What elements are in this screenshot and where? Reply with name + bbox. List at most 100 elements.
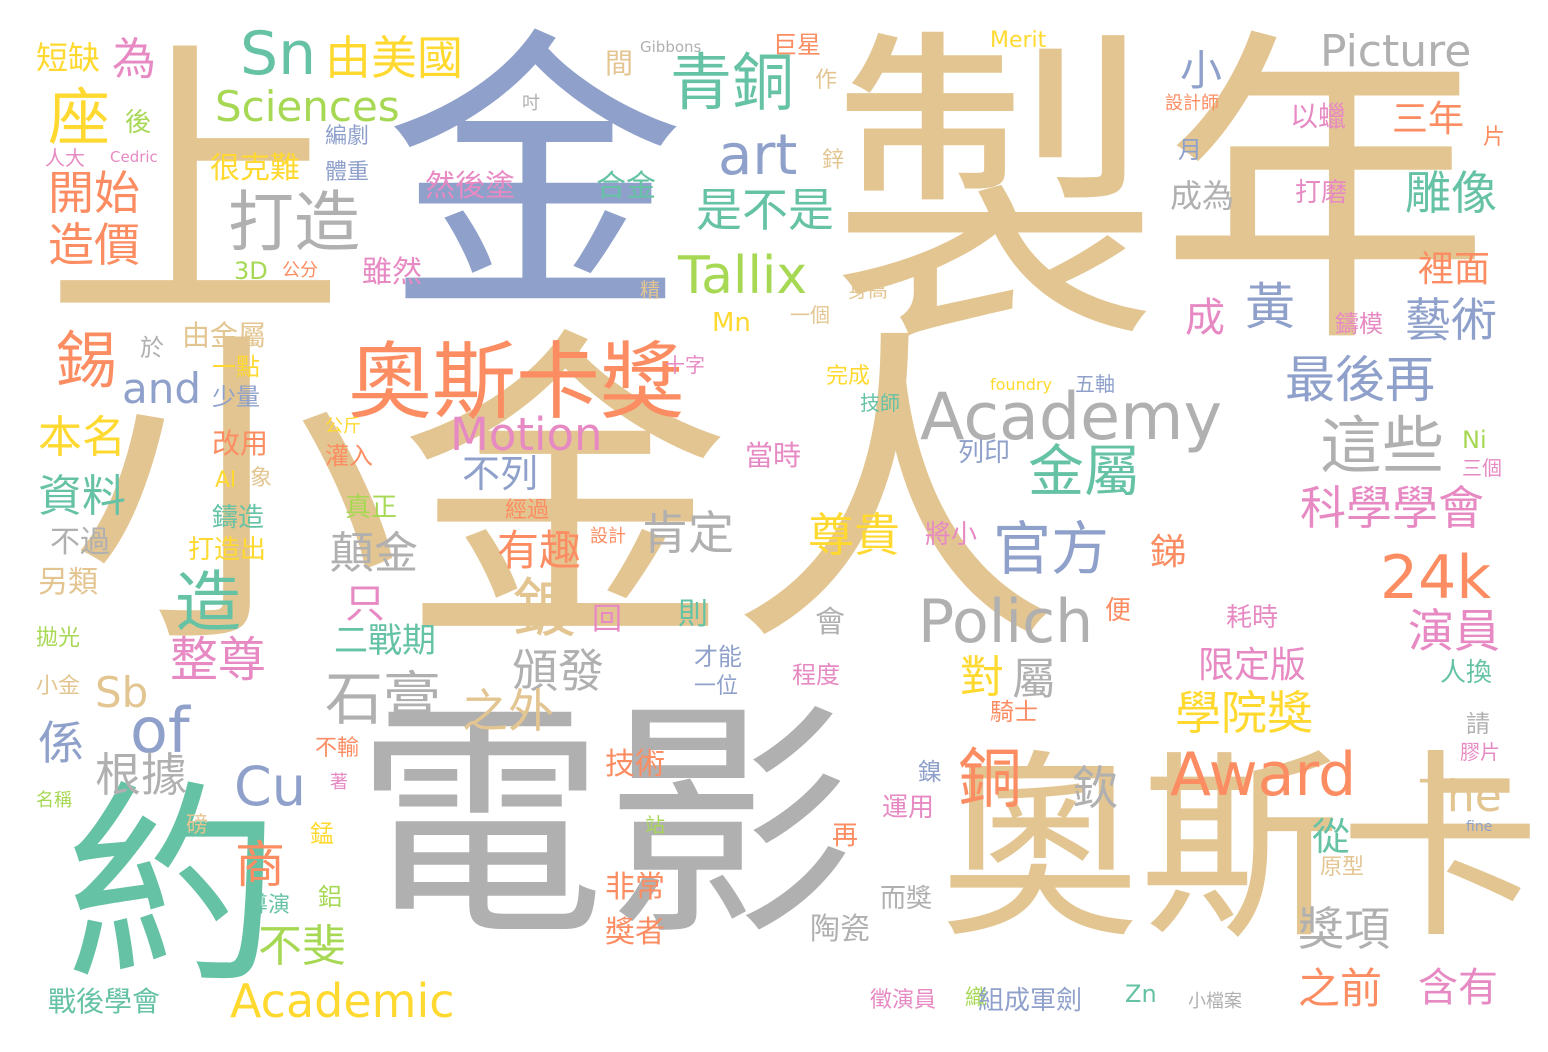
cloud-word: 三個	[1462, 456, 1502, 480]
cloud-word: 欽	[1072, 761, 1118, 815]
cloud-word: 只	[345, 581, 385, 627]
cloud-word: 完成	[826, 364, 871, 389]
cloud-word: 請	[1466, 710, 1490, 738]
cloud-word: 一點	[212, 353, 260, 381]
cloud-word: 短缺	[36, 39, 101, 77]
cloud-word: Cedric	[110, 148, 158, 166]
cloud-word: 少量	[212, 383, 260, 411]
cloud-word: 十字	[665, 353, 705, 377]
cloud-word: 巨星	[773, 31, 821, 59]
cloud-word: 雖然	[362, 255, 422, 290]
cloud-word: 磅	[186, 813, 209, 838]
cloud-word: foundry	[990, 375, 1052, 394]
cloud-word: 上	[45, 15, 345, 364]
cloud-word: 不斐	[258, 921, 346, 972]
cloud-word: 織	[965, 986, 988, 1011]
cloud-word: Academy	[920, 380, 1222, 455]
cloud-word: 金	[385, 5, 685, 354]
cloud-word: 片	[1483, 125, 1506, 150]
cloud-word: 組成軍劍	[978, 986, 1083, 1016]
cloud-word: Award	[1170, 740, 1357, 810]
cloud-word: 於	[140, 334, 164, 362]
cloud-word: 製年	[830, 3, 1490, 387]
cloud-word: 錫	[55, 324, 118, 397]
cloud-word: Tallix	[678, 246, 808, 306]
cloud-word: art	[718, 123, 798, 188]
cloud-word: 小金	[36, 674, 81, 699]
cloud-word: 不輸	[315, 736, 360, 761]
cloud-word: 另類	[38, 565, 98, 600]
cloud-word: 奧斯卡獎	[348, 333, 685, 431]
cloud-word: 運用	[882, 793, 935, 823]
cloud-word: 含有	[1418, 965, 1498, 1011]
cloud-word: 鍍	[512, 573, 576, 647]
cloud-word: 三年	[1392, 99, 1465, 140]
cloud-word: 導演	[246, 893, 291, 918]
cloud-word: 這些	[1320, 409, 1445, 482]
cloud-word: 設計師	[1165, 93, 1219, 114]
cloud-word: 小金人	[70, 303, 1060, 687]
cloud-word: 鑄造	[212, 503, 265, 533]
cloud-word: 將小	[925, 520, 978, 550]
cloud-word: 編劇	[325, 124, 370, 149]
cloud-word: 成	[1185, 295, 1225, 341]
cloud-word: Polich	[918, 587, 1094, 657]
cloud-word: 從	[1312, 815, 1351, 859]
cloud-word: 鎳	[918, 758, 942, 786]
cloud-word: 再	[832, 821, 859, 851]
cloud-word: 膠片	[1460, 740, 1500, 764]
cloud-word: 約	[65, 762, 280, 1013]
cloud-word: Cu	[234, 755, 306, 818]
cloud-word: 月	[1178, 136, 1202, 164]
cloud-word: 徵演員	[870, 988, 937, 1013]
cloud-word: 則	[678, 597, 708, 632]
cloud-word: 而獎	[880, 884, 933, 914]
cloud-word: 對	[960, 652, 1004, 703]
cloud-word: 是不是	[696, 183, 834, 237]
cloud-word: 係	[38, 716, 84, 770]
cloud-word: and	[122, 364, 202, 413]
cloud-word: 銅	[958, 743, 1022, 817]
cloud-word: 不過	[50, 525, 110, 560]
cloud-word: 尊貴	[808, 508, 900, 562]
cloud-word: 小檔案	[1188, 991, 1242, 1012]
cloud-word: 之外	[462, 684, 554, 738]
cloud-word: 非常	[605, 870, 665, 905]
cloud-word: The	[1420, 771, 1502, 822]
cloud-word: 24k	[1380, 543, 1492, 613]
cloud-word: 後	[125, 108, 152, 138]
cloud-word: 造價	[48, 218, 140, 272]
cloud-word: 雕像	[1405, 166, 1497, 220]
cloud-word: 陶瓷	[810, 912, 870, 947]
cloud-word: 鑄模	[1335, 310, 1383, 338]
cloud-word: 設計	[590, 526, 626, 547]
cloud-word: 資料	[38, 471, 126, 522]
cloud-word: 打造	[228, 184, 360, 261]
cloud-word: 肯定	[642, 506, 734, 560]
cloud-word: 為	[112, 34, 156, 85]
cloud-word: 著	[330, 772, 348, 793]
cloud-word: 才能	[694, 643, 742, 671]
cloud-word: 改用	[212, 427, 269, 460]
cloud-word: 身高	[848, 278, 888, 302]
cloud-word: 便	[1105, 596, 1132, 626]
cloud-word: 顛金	[330, 528, 418, 579]
cloud-word: Sb	[95, 668, 149, 717]
cloud-word: 公斤	[325, 416, 361, 437]
cloud-word: 耗時	[1226, 603, 1279, 633]
cloud-word: 一位	[694, 674, 739, 699]
cloud-word: fine	[1466, 819, 1493, 835]
cloud-word: 站	[645, 813, 665, 837]
cloud-word: 真正	[345, 493, 398, 523]
cloud-word: 造	[175, 564, 241, 641]
cloud-word: 獎項	[1298, 902, 1390, 956]
cloud-word: Academic	[230, 974, 455, 1028]
cloud-word: 打磨	[1295, 178, 1348, 208]
cloud-word: 之前	[1298, 964, 1383, 1013]
cloud-word: 名稱	[36, 790, 72, 811]
cloud-word: 銻	[1150, 532, 1187, 573]
cloud-word: 小	[1180, 46, 1223, 95]
cloud-word: 體重	[325, 160, 370, 185]
cloud-word: 整尊	[170, 632, 267, 688]
